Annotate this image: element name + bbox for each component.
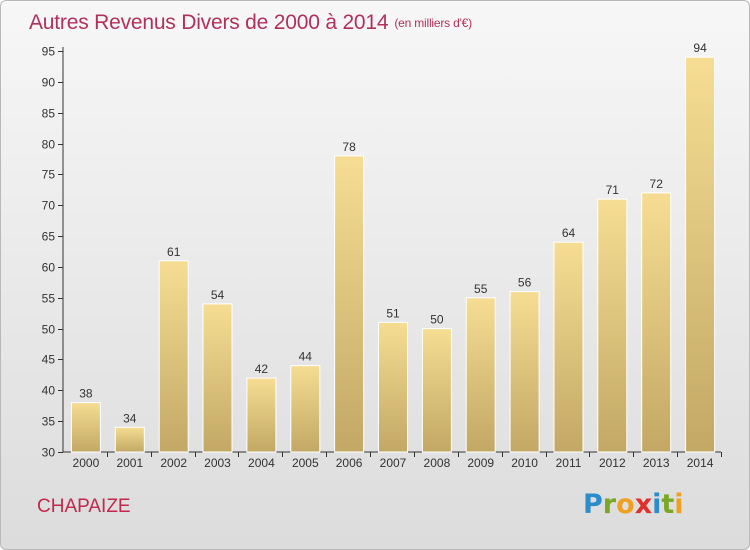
bar: [158, 260, 189, 453]
y-tick-label: 55: [42, 292, 56, 306]
y-tick-label: 65: [42, 230, 56, 244]
bar: [597, 198, 628, 453]
x-tick-label: 2005: [292, 456, 319, 470]
x-tick-label: 2004: [248, 456, 275, 470]
bar: [246, 377, 277, 453]
y-tick-label: 95: [42, 45, 56, 59]
bar-value-label: 94: [693, 41, 707, 55]
bar: [421, 328, 452, 453]
bar-value-label: 71: [606, 183, 620, 197]
logo-letter: x: [634, 489, 653, 520]
bar: [685, 56, 716, 453]
bar: [553, 241, 584, 453]
bar-value-label: 55: [474, 282, 488, 296]
x-tick-label: 2013: [643, 456, 670, 470]
y-tick-label: 45: [42, 353, 56, 367]
x-tick-label: 2002: [160, 456, 187, 470]
bar-value-label: 51: [386, 306, 400, 320]
chart-title-text: Autres Revenus Divers de 2000 à 2014: [29, 11, 389, 34]
x-tick-label: 2008: [424, 456, 451, 470]
chart-title: Autres Revenus Divers de 2000 à 2014 (en …: [29, 11, 472, 35]
bar: [378, 321, 408, 453]
bar-value-label: 44: [299, 350, 313, 364]
x-tick-label: 2012: [599, 456, 626, 470]
bar: [70, 402, 101, 453]
bar: [334, 155, 365, 453]
chart-subtitle: (en milliers d'€): [394, 16, 472, 30]
proxiti-logo[interactable]: Proxiti: [583, 489, 684, 520]
bar-value-label: 56: [518, 276, 532, 290]
bar: [114, 426, 145, 453]
bar-value-label: 54: [211, 288, 225, 302]
bar: [202, 303, 233, 453]
bar: [290, 365, 321, 453]
y-tick-label: 70: [42, 199, 56, 213]
bar-value-label: 42: [255, 362, 269, 376]
x-tick-label: 2010: [511, 456, 538, 470]
x-tick-label: 2000: [73, 456, 100, 470]
y-tick-label: 30: [42, 446, 56, 460]
x-tick-label: 2007: [380, 456, 407, 470]
x-tick-label: 2011: [556, 456, 582, 470]
x-tick-label: 2009: [467, 456, 494, 470]
logo-letter: i: [652, 489, 662, 520]
bar: [465, 297, 496, 453]
bar-value-label: 38: [79, 387, 93, 401]
bar-value-label: 50: [430, 313, 444, 327]
commune-name: CHAPAIZE: [37, 496, 131, 517]
bar-value-label: 61: [167, 245, 181, 259]
y-tick-label: 50: [42, 323, 56, 337]
y-tick-label: 80: [42, 138, 56, 152]
y-tick-label: 35: [42, 415, 56, 429]
y-tick-label: 40: [42, 384, 56, 398]
bar-value-label: 78: [342, 140, 356, 154]
x-tick-label: 2014: [687, 456, 714, 470]
logo-letter: P: [583, 489, 603, 520]
logo-letter: o: [616, 489, 635, 520]
y-tick-label: 85: [42, 107, 56, 121]
y-tick-label: 75: [42, 168, 56, 182]
logo-letter: r: [602, 489, 617, 520]
bar-value-label: 72: [650, 177, 664, 191]
x-tick-label: 2003: [204, 456, 231, 470]
bar-value-label: 64: [562, 226, 576, 240]
y-tick-label: 90: [42, 76, 56, 90]
logo-letter: i: [674, 489, 684, 520]
y-tick-label: 60: [42, 261, 56, 275]
logo-letter: t: [661, 489, 675, 520]
bar-value-label: 34: [123, 411, 137, 425]
bar: [641, 192, 672, 453]
bar: [509, 291, 540, 453]
x-tick-label: 2001: [116, 456, 143, 470]
x-tick-label: 2006: [336, 456, 363, 470]
